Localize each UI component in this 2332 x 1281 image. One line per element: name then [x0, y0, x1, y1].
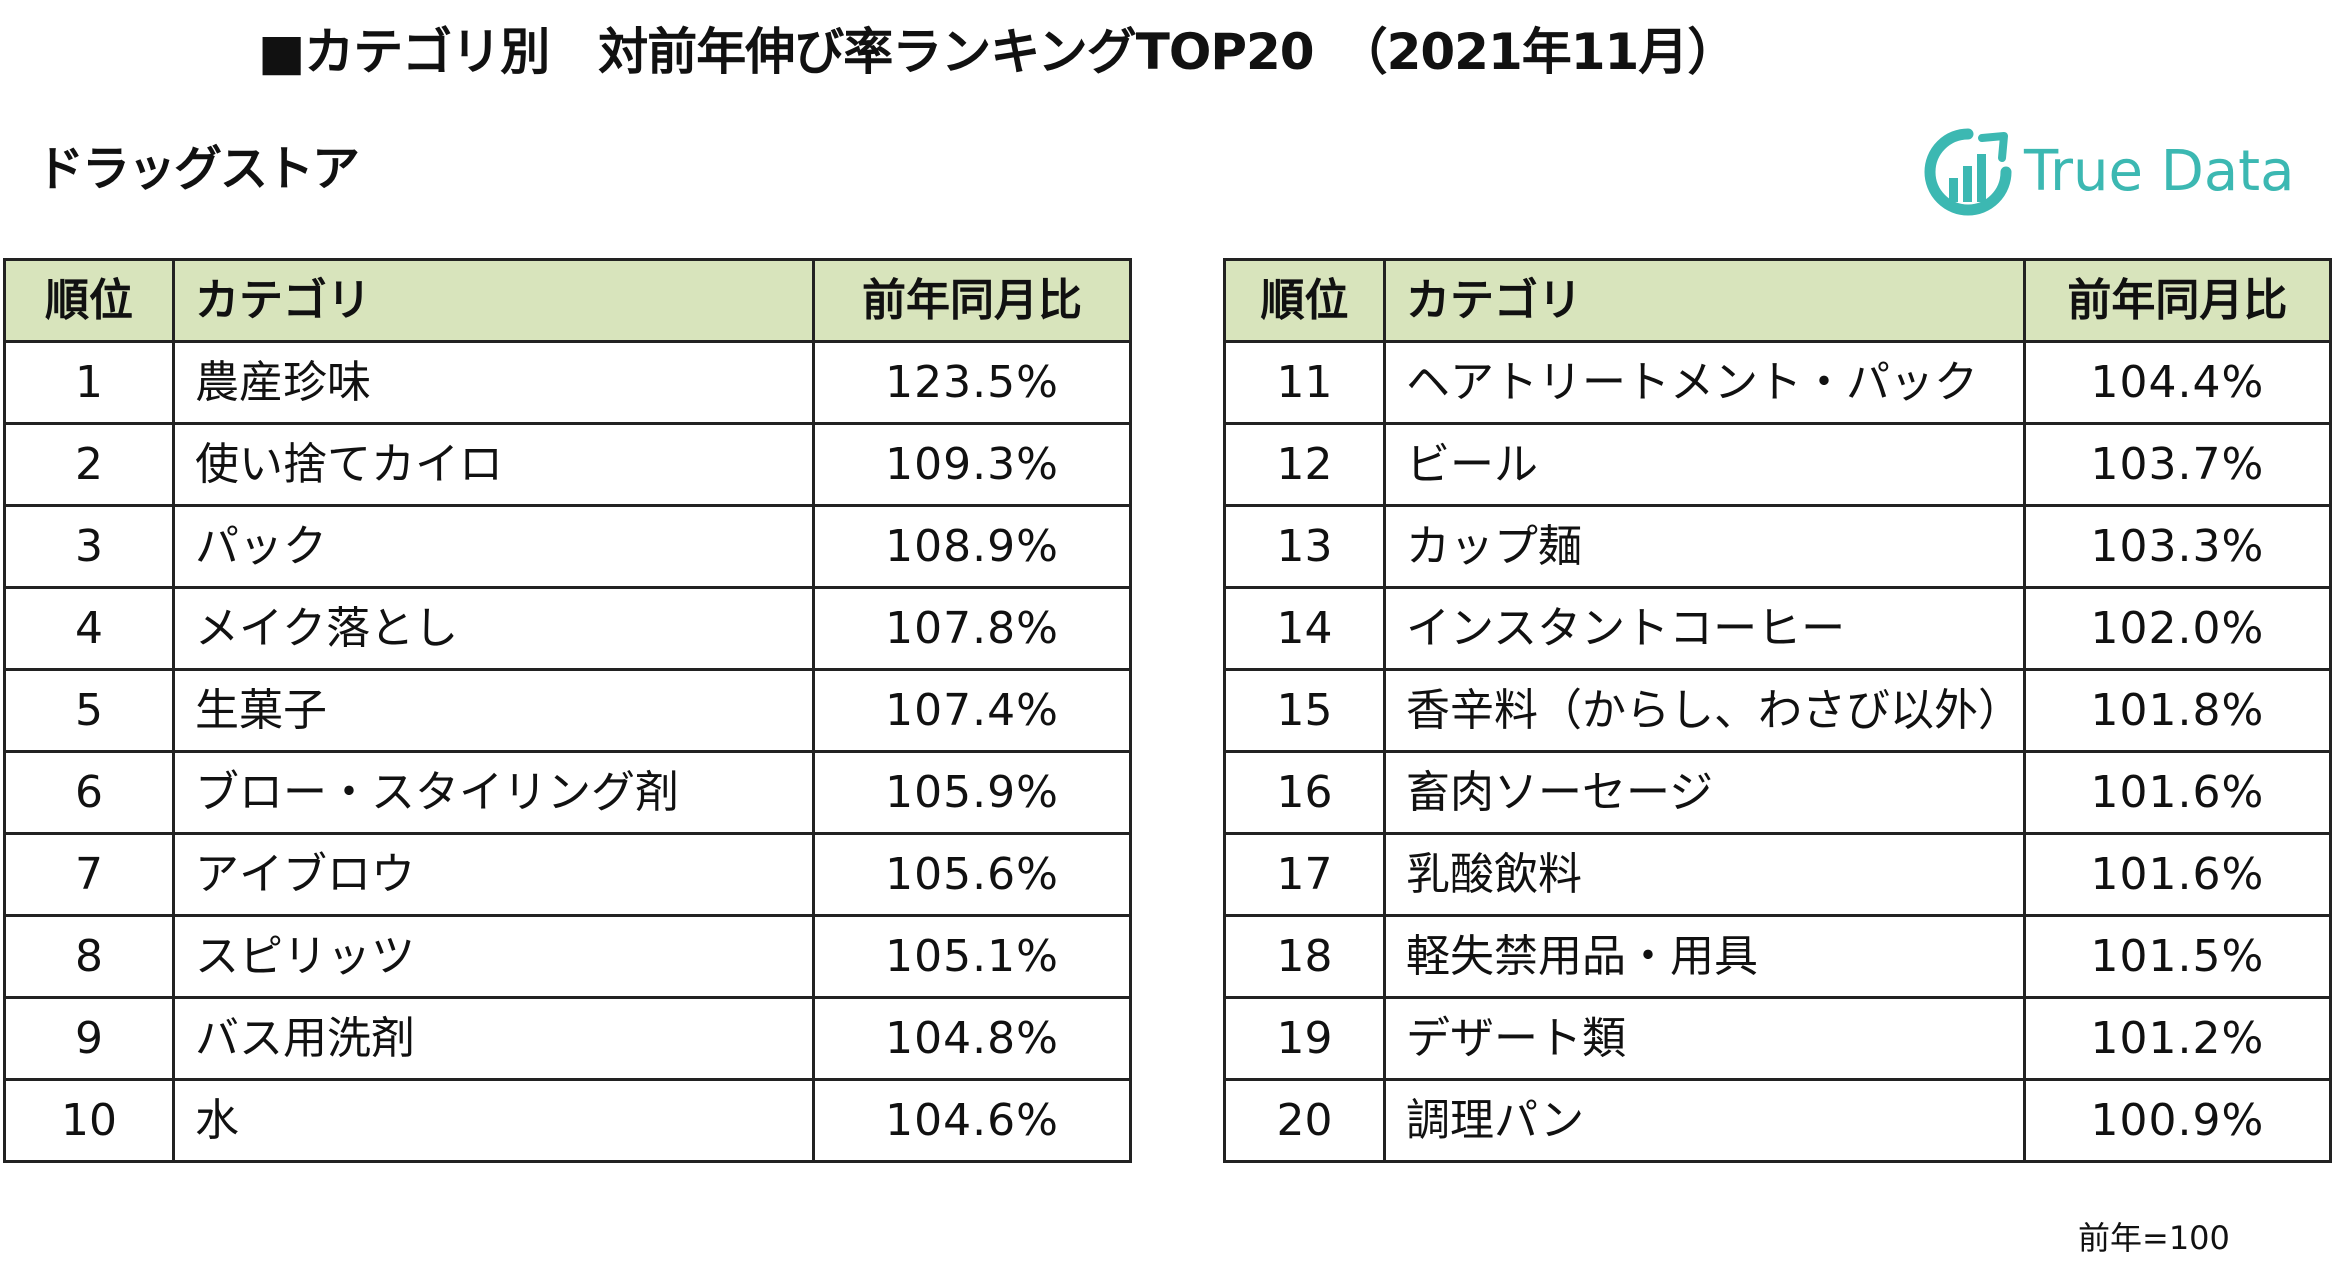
ratio-cell: 107.8%	[812, 586, 1132, 671]
truedata-logo: True Data	[1922, 126, 2294, 218]
ratio-cell: 108.9%	[812, 504, 1132, 589]
ratio-cell: 101.6%	[2022, 750, 2332, 835]
ratio-cell: 105.1%	[812, 914, 1132, 999]
table-row: 4 メイク落とし 107.8%	[3, 586, 1132, 671]
table-row: 12 ビール 103.7%	[1223, 422, 2332, 507]
ratio-cell: 105.9%	[812, 750, 1132, 835]
rank-cell: 7	[3, 832, 175, 917]
category-cell: 使い捨てカイロ	[172, 422, 815, 507]
category-cell: アイブロウ	[172, 832, 815, 917]
table-row: 18 軽失禁用品・用具 101.5%	[1223, 914, 2332, 999]
table-row: 10 水 104.6%	[3, 1078, 1132, 1163]
table-row: 1 農産珍味 123.5%	[3, 340, 1132, 425]
table-row: 13 カップ麺 103.3%	[1223, 504, 2332, 589]
rank-cell: 2	[3, 422, 175, 507]
header-ratio: 前年同月比	[2022, 258, 2332, 343]
table-row: 15 香辛料（からし、わさび以外） 101.8%	[1223, 668, 2332, 753]
rank-cell: 6	[3, 750, 175, 835]
table-row: 8 スピリッツ 105.1%	[3, 914, 1132, 999]
truedata-logo-icon	[1924, 128, 2012, 216]
table-row: 17 乳酸飲料 101.6%	[1223, 832, 2332, 917]
category-cell: ビール	[1382, 422, 2026, 507]
rank-cell: 3	[3, 504, 175, 589]
category-cell: 調理パン	[1382, 1078, 2026, 1163]
header-rank: 順位	[3, 258, 175, 343]
table-row: 11 ヘアトリートメント・パック 104.4%	[1223, 340, 2332, 425]
rank-cell: 12	[1223, 422, 1386, 507]
truedata-logo-text: True Data	[2024, 139, 2295, 204]
rank-cell: 16	[1223, 750, 1386, 835]
rank-cell: 11	[1223, 340, 1386, 425]
channel-subtitle: ドラッグストア	[36, 141, 360, 197]
category-cell: インスタントコーヒー	[1382, 586, 2026, 671]
category-cell: カップ麺	[1382, 504, 2026, 589]
ratio-cell: 101.2%	[2022, 996, 2332, 1081]
ranking-table-left: 順位 カテゴリ 前年同月比 1 農産珍味 123.5% 2 使い捨てカイロ 109.3%…	[3, 258, 1132, 1163]
ratio-cell: 123.5%	[812, 340, 1132, 425]
category-cell: ブロー・スタイリング剤	[172, 750, 815, 835]
header-ratio: 前年同月比	[812, 258, 1132, 343]
header-rank: 順位	[1223, 258, 1386, 343]
category-cell: デザート類	[1382, 996, 2026, 1081]
category-cell: メイク落とし	[172, 586, 815, 671]
rank-cell: 13	[1223, 504, 1386, 589]
rank-cell: 9	[3, 996, 175, 1081]
table-row: 14 インスタントコーヒー 102.0%	[1223, 586, 2332, 671]
ratio-cell: 104.6%	[812, 1078, 1132, 1163]
rank-cell: 4	[3, 586, 175, 671]
category-cell: パック	[172, 504, 815, 589]
header-category: カテゴリ	[172, 258, 815, 343]
category-cell: 乳酸飲料	[1382, 832, 2026, 917]
ranking-table-right: 順位 カテゴリ 前年同月比 11 ヘアトリートメント・パック 104.4% 12 ビー…	[1223, 258, 2332, 1163]
table-row: 5 生菓子 107.4%	[3, 668, 1132, 753]
header-category: カテゴリ	[1382, 258, 2026, 343]
ratio-cell: 102.0%	[2022, 586, 2332, 671]
table-row: 19 デザート類 101.2%	[1223, 996, 2332, 1081]
table-row: 2 使い捨てカイロ 109.3%	[3, 422, 1132, 507]
ratio-cell: 109.3%	[812, 422, 1132, 507]
category-cell: 生菓子	[172, 668, 815, 753]
category-cell: バス用洗剤	[172, 996, 815, 1081]
ratio-cell: 103.7%	[2022, 422, 2332, 507]
rank-cell: 19	[1223, 996, 1386, 1081]
table-row: 20 調理パン 100.9%	[1223, 1078, 2332, 1163]
page-title: ■カテゴリ別 対前年伸び率ランキングTOP20 （2021年11月）	[258, 23, 1737, 81]
table-row: 7 アイブロウ 105.6%	[3, 832, 1132, 917]
rank-cell: 20	[1223, 1078, 1386, 1163]
rank-cell: 1	[3, 340, 175, 425]
rank-cell: 15	[1223, 668, 1386, 753]
table-header-row: 順位 カテゴリ 前年同月比	[1223, 258, 2332, 343]
rank-cell: 5	[3, 668, 175, 753]
ratio-cell: 101.6%	[2022, 832, 2332, 917]
category-cell: ヘアトリートメント・パック	[1382, 340, 2026, 425]
ratio-cell: 101.5%	[2022, 914, 2332, 999]
category-cell: スピリッツ	[172, 914, 815, 999]
table-row: 6 ブロー・スタイリング剤 105.9%	[3, 750, 1132, 835]
ratio-cell: 104.8%	[812, 996, 1132, 1081]
table-row: 16 畜肉ソーセージ 101.6%	[1223, 750, 2332, 835]
footnote: 前年=100	[2078, 1219, 2230, 1257]
rank-cell: 17	[1223, 832, 1386, 917]
ratio-cell: 105.6%	[812, 832, 1132, 917]
ratio-cell: 101.8%	[2022, 668, 2332, 753]
ratio-cell: 100.9%	[2022, 1078, 2332, 1163]
rank-cell: 18	[1223, 914, 1386, 999]
table-row: 3 パック 108.9%	[3, 504, 1132, 589]
category-cell: 水	[172, 1078, 815, 1163]
category-cell: 畜肉ソーセージ	[1382, 750, 2026, 835]
ratio-cell: 107.4%	[812, 668, 1132, 753]
category-cell: 軽失禁用品・用具	[1382, 914, 2026, 999]
ratio-cell: 104.4%	[2022, 340, 2332, 425]
rank-cell: 14	[1223, 586, 1386, 671]
rank-cell: 8	[3, 914, 175, 999]
table-header-row: 順位 カテゴリ 前年同月比	[3, 258, 1132, 343]
ratio-cell: 103.3%	[2022, 504, 2332, 589]
category-cell: 香辛料（からし、わさび以外）	[1382, 668, 2026, 753]
table-row: 9 バス用洗剤 104.8%	[3, 996, 1132, 1081]
category-cell: 農産珍味	[172, 340, 815, 425]
rank-cell: 10	[3, 1078, 175, 1163]
